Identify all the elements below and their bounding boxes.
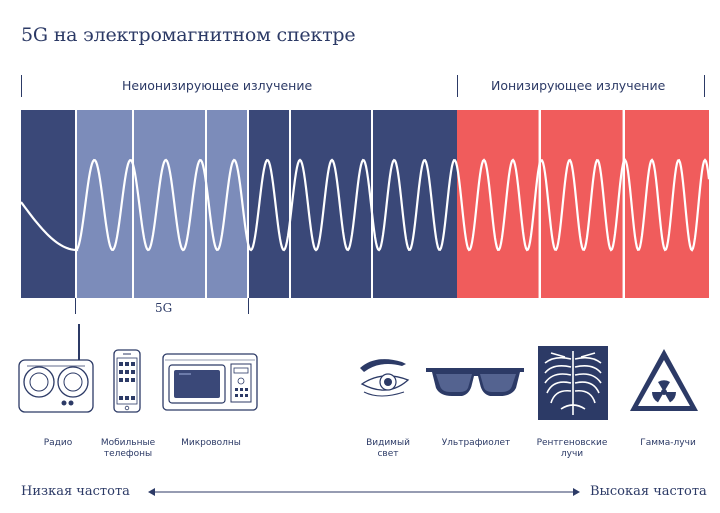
xray-icon (538, 346, 608, 420)
spectrum-band (21, 110, 709, 298)
region-tick-middle (457, 75, 458, 97)
caption-radio: Радио (43, 438, 73, 448)
caption-visible: Видимый свет (366, 438, 410, 459)
caption-mobile: Мобильные телефоны (100, 438, 156, 459)
caption-microwave: Микроволны (181, 438, 241, 448)
caption-uv: Ультрафиолет (441, 438, 511, 448)
5g-bracket-left (75, 298, 76, 314)
page-title: 5G на электромагнитном спектре (21, 24, 356, 46)
sunglasses-icon (426, 368, 524, 396)
microwave-icon (162, 353, 258, 411)
band-segment-gamma (625, 110, 709, 298)
low-frequency-label: Низкая частота (21, 484, 130, 499)
5g-label: 5G (155, 301, 173, 315)
wave-curve (21, 158, 709, 252)
caption-xray: Рентгеновские лучи (536, 438, 608, 459)
band-segment-radio (21, 110, 75, 298)
band-segment-microwave-2 (291, 110, 371, 298)
band-segment-uv (457, 110, 539, 298)
mobile-phone-icon (113, 349, 141, 413)
ionizing-label: Ионизирующее излучение (491, 78, 666, 93)
radiation-warning-icon (630, 349, 698, 411)
region-tick-right (704, 75, 705, 97)
band-segment-microwave-1 (249, 110, 289, 298)
radio-icon (18, 324, 94, 413)
5g-bracket-right (248, 298, 249, 314)
band-segment-5g-2 (134, 110, 205, 298)
band-segment-xray (541, 110, 623, 298)
high-frequency-label: Высокая частота (590, 484, 707, 499)
non-ionizing-label: Неионизирующее излучение (122, 78, 313, 93)
region-tick-left (21, 75, 22, 97)
caption-gamma: Гамма-лучи (640, 438, 696, 448)
eye-icon (360, 359, 410, 397)
frequency-arrow (148, 488, 580, 496)
